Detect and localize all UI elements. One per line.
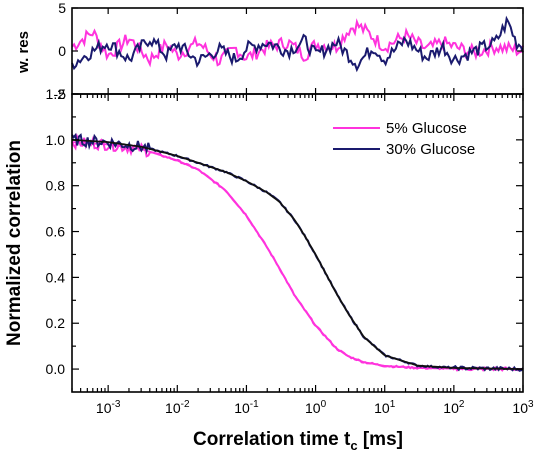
residual-y-tick-label: -5	[54, 86, 67, 102]
x-tick-label: 101	[374, 399, 396, 416]
correlation-x-ticks: 10-3 10-2 10-1 100 101 102 103	[71, 8, 534, 416]
y-tick-label: 0.8	[46, 178, 66, 194]
x-tick-label: 10-1	[234, 399, 259, 416]
x-tick-label: 10-2	[165, 399, 190, 416]
x-axis-label: Correlation time tc [ms]	[193, 429, 403, 453]
x-tick-label: 102	[443, 399, 465, 416]
x-tick-label: 103	[512, 399, 534, 416]
correlation-y-axis-label: Normalized correlation	[4, 140, 25, 346]
fit-line-30-glucose	[71, 138, 524, 370]
x-tick-label: 10-3	[96, 399, 121, 416]
y-tick-label: 1.2	[46, 86, 66, 102]
residual-y-ticks: 5 0 -5	[54, 0, 523, 102]
x-axis-label-subscript: c	[350, 438, 357, 453]
y-tick-label: 1.0	[46, 132, 66, 148]
fit-line-5-glucose	[71, 141, 523, 370]
y-tick-label: 0.2	[46, 315, 66, 331]
x-axis-label-main: Correlation time t	[193, 429, 351, 450]
y-tick-label: 0.0	[46, 361, 66, 377]
residual-panel: 5 0 -5 w. res	[15, 0, 524, 102]
correlation-panel: 0.0 0.2 0.4 0.6 0.8 1.0 1.2 10-3 10-2 10-1 100 101…	[4, 8, 534, 453]
x-tick-label: 100	[305, 399, 327, 416]
residual-line-30-glucose	[71, 15, 524, 73]
y-tick-label: 0.4	[46, 269, 66, 285]
residual-line-5-glucose	[71, 18, 524, 68]
legend: 5% Glucose 30% Glucose	[333, 120, 475, 158]
residual-y-tick-label: 5	[58, 0, 66, 16]
data-line-30-glucose	[71, 132, 524, 372]
legend-label-5-glucose: 5% Glucose	[386, 120, 467, 137]
data-line-5-glucose	[71, 133, 524, 372]
correlation-frame	[71, 93, 524, 393]
residual-y-tick-label: 0	[58, 43, 66, 59]
correlation-y-ticks: 0.0 0.2 0.4 0.6 0.8 1.0 1.2	[46, 86, 523, 377]
x-axis-label-unit: [ms]	[358, 429, 403, 450]
legend-label-30-glucose: 30% Glucose	[386, 141, 475, 158]
y-tick-label: 0.6	[46, 224, 66, 240]
residual-y-axis-label: w. res	[15, 31, 32, 74]
residual-plot-area	[71, 15, 524, 73]
correlation-plot-area	[71, 132, 524, 372]
